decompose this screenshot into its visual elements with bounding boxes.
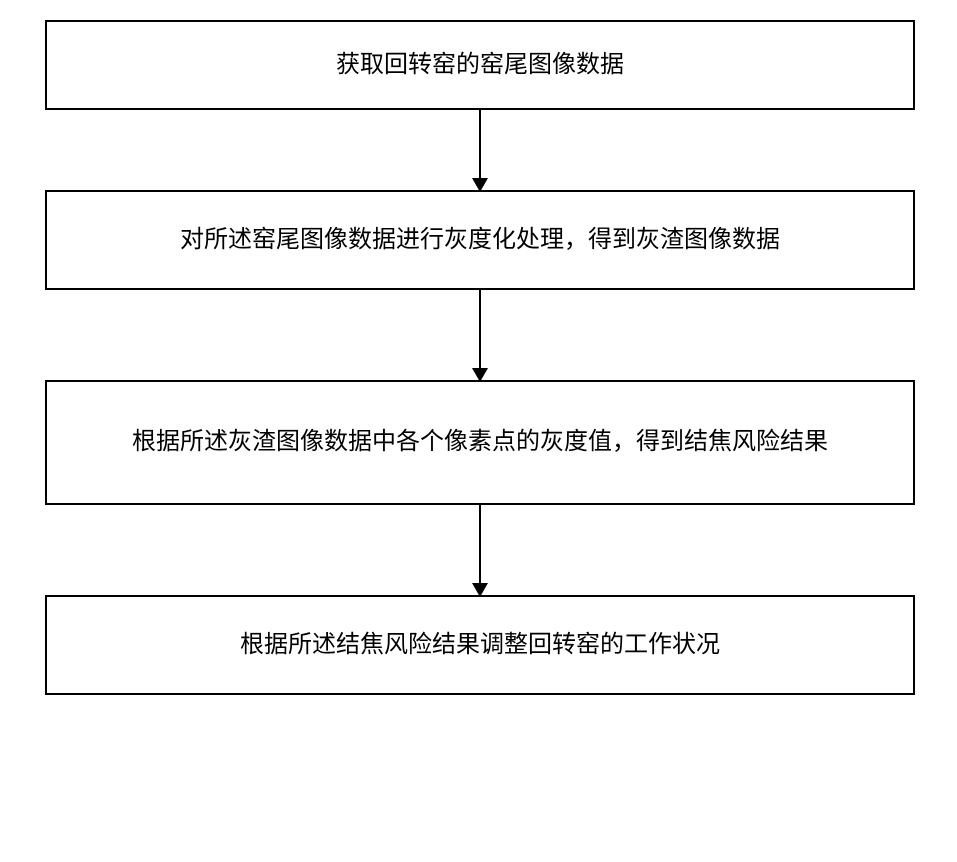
flow-step-3-text: 根据所述灰渣图像数据中各个像素点的灰度值，得到结焦风险结果 bbox=[132, 423, 828, 461]
flowchart-container: 获取回转窑的窑尾图像数据 对所述窑尾图像数据进行灰度化处理，得到灰渣图像数据 根… bbox=[45, 20, 915, 695]
flow-step-1-text: 获取回转窑的窑尾图像数据 bbox=[336, 46, 624, 84]
flow-step-2-text: 对所述窑尾图像数据进行灰度化处理，得到灰渣图像数据 bbox=[180, 221, 780, 259]
flow-step-2: 对所述窑尾图像数据进行灰度化处理，得到灰渣图像数据 bbox=[45, 190, 915, 290]
arrow-2-container bbox=[45, 290, 915, 380]
flow-step-4: 根据所述结焦风险结果调整回转窑的工作状况 bbox=[45, 595, 915, 695]
arrow-3-container bbox=[45, 505, 915, 595]
arrow-1 bbox=[479, 110, 481, 190]
arrow-2 bbox=[479, 290, 481, 380]
flow-step-1: 获取回转窑的窑尾图像数据 bbox=[45, 20, 915, 110]
flow-step-3: 根据所述灰渣图像数据中各个像素点的灰度值，得到结焦风险结果 bbox=[45, 380, 915, 505]
flow-step-4-text: 根据所述结焦风险结果调整回转窑的工作状况 bbox=[240, 626, 720, 664]
arrow-1-container bbox=[45, 110, 915, 190]
arrow-3 bbox=[479, 505, 481, 595]
